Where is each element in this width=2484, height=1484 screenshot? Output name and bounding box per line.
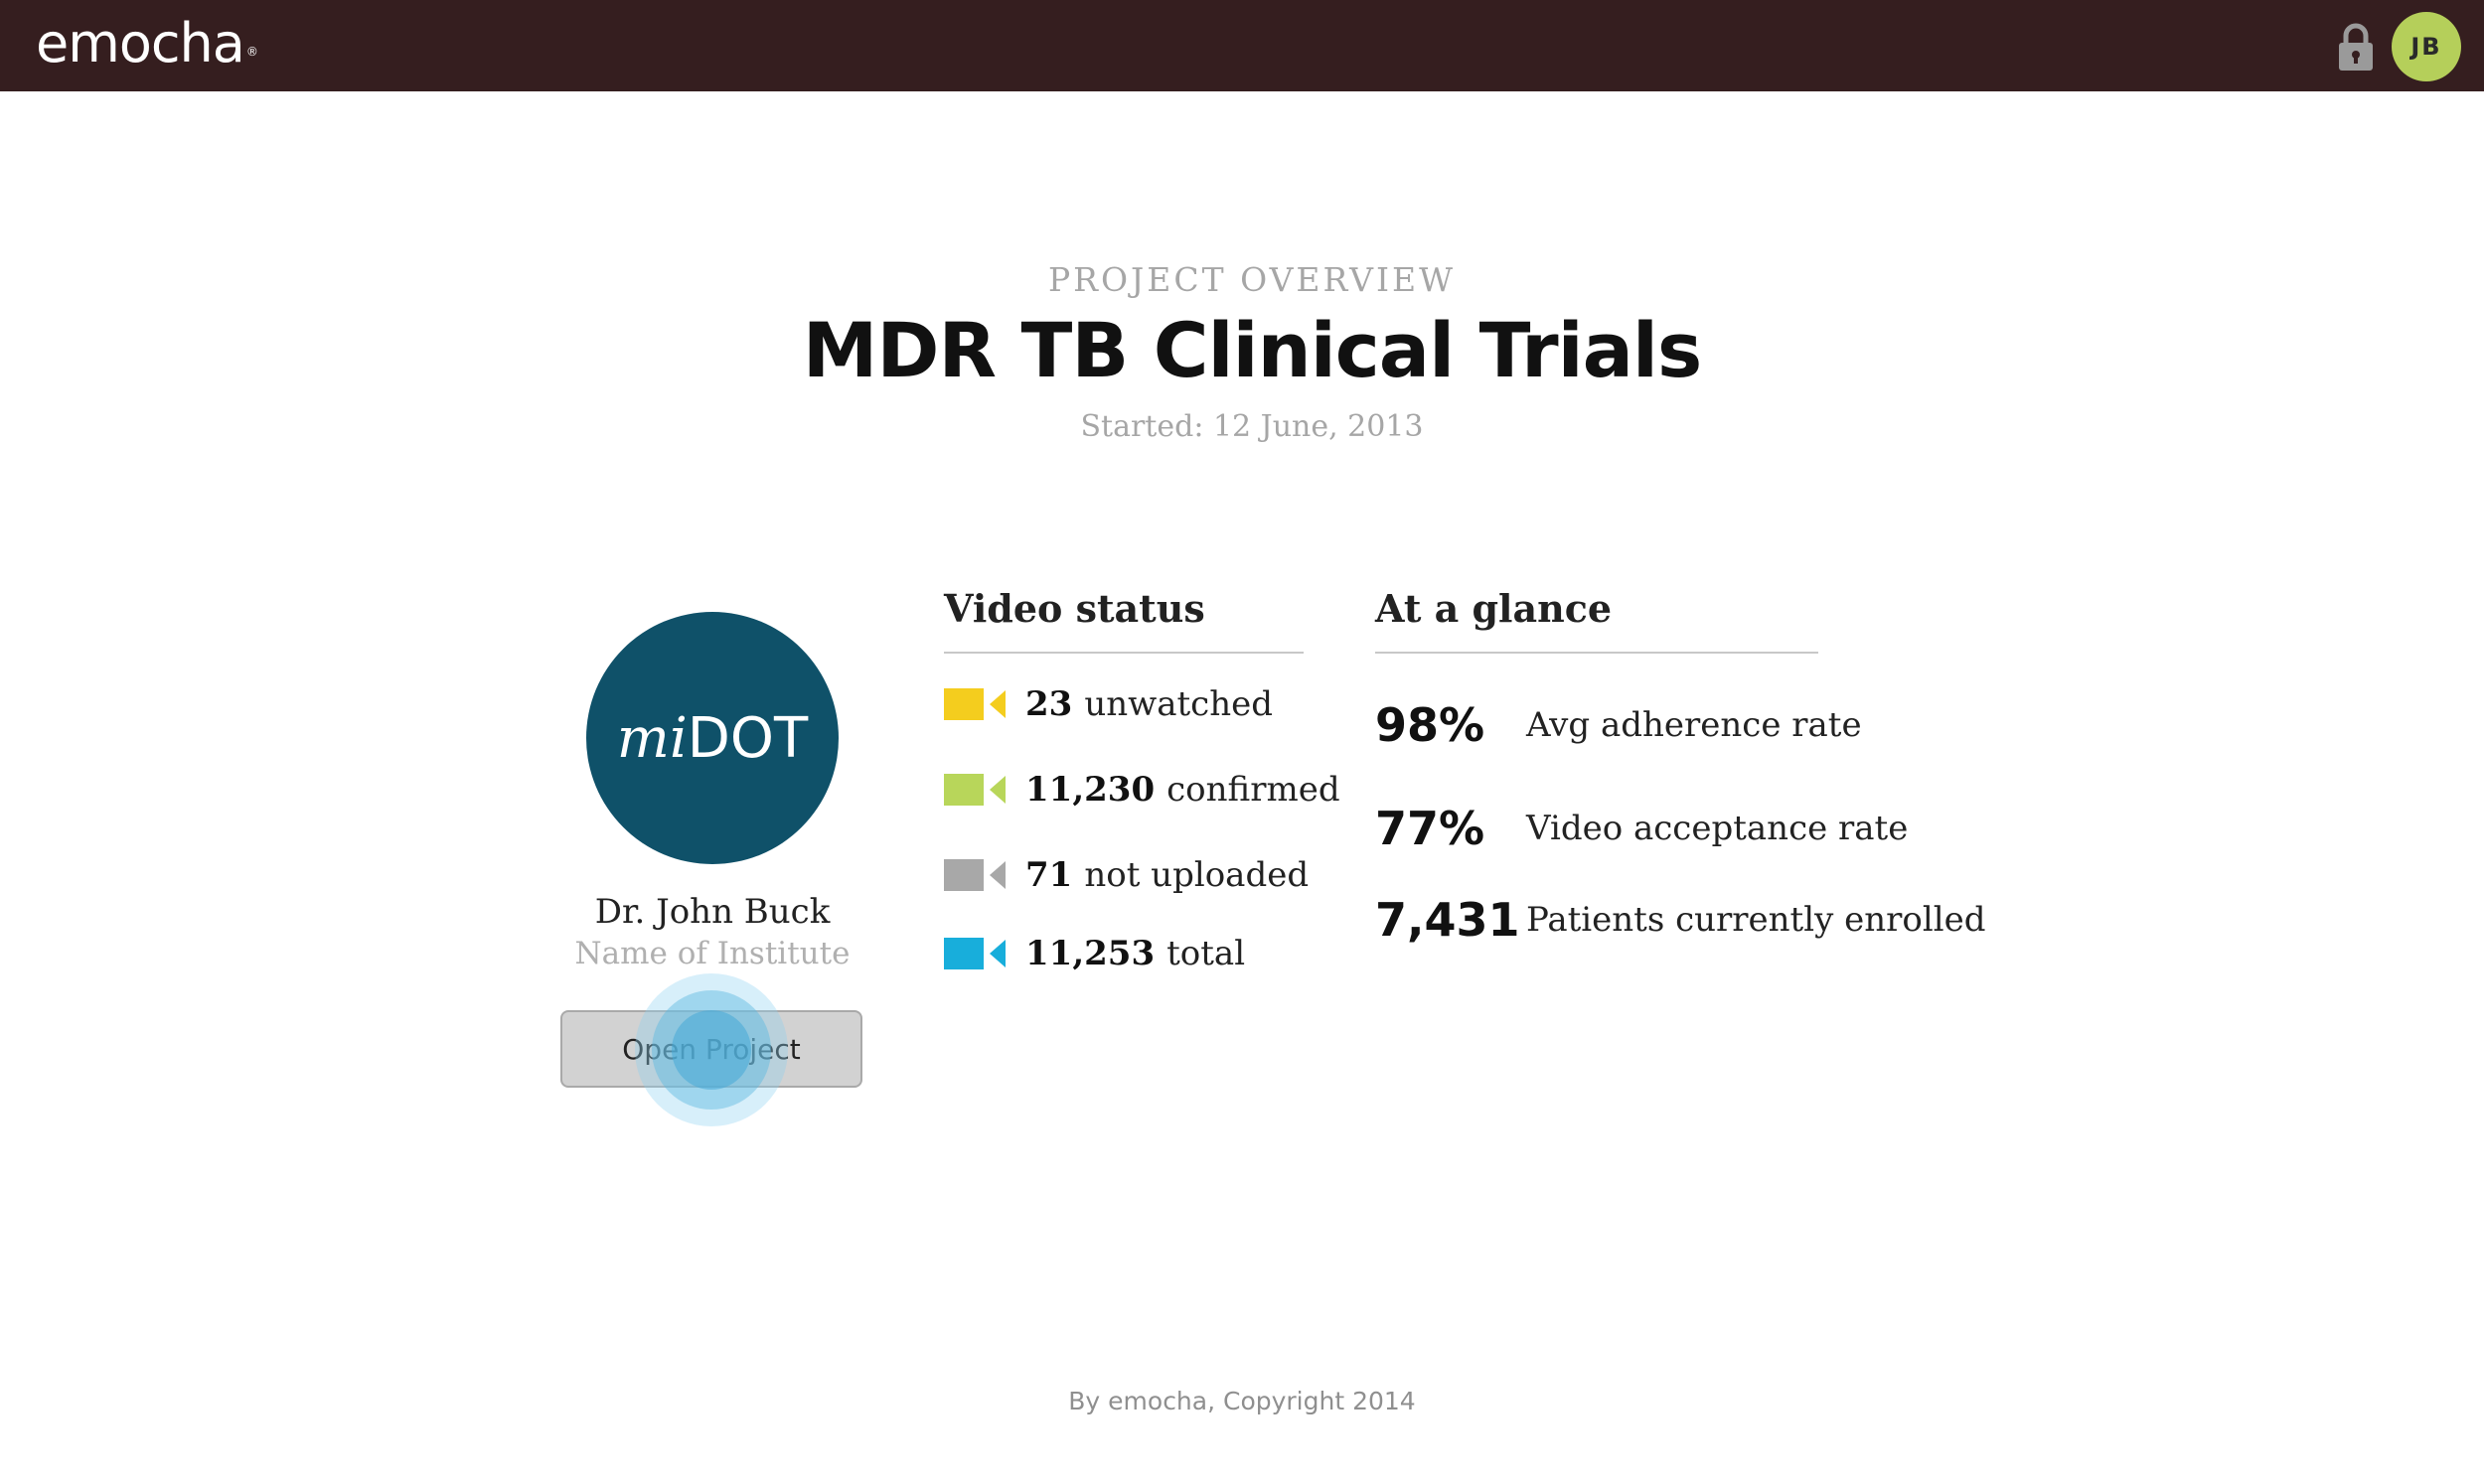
video-status-heading: Video status [944, 586, 1205, 631]
status-label: unwatched [1084, 684, 1273, 724]
project-owner: Dr. John Buck [594, 892, 831, 932]
glance-row: 7,431 Patients currently enrolled [1375, 890, 1986, 950]
video-camera-icon [944, 938, 1006, 969]
glance-row: 98% Avg adherence rate [1375, 695, 1862, 755]
page-eyebrow: PROJECT OVERVIEW [1047, 260, 1457, 299]
registered-mark: ® [245, 45, 258, 59]
at-a-glance-heading: At a glance [1375, 586, 1613, 631]
status-count: 11,253 [1025, 934, 1156, 973]
video-camera-icon [944, 859, 1006, 891]
glance-value: 77% [1375, 802, 1485, 855]
video-status-row: 71 not uploaded [944, 850, 1309, 900]
logo-suffix: DOT [687, 705, 809, 771]
top-bar: emocha ® JB [0, 0, 2484, 91]
status-label: total [1166, 934, 1246, 973]
glance-value: 98% [1375, 698, 1485, 752]
at-a-glance-divider [1375, 652, 1818, 654]
glance-value: 7,431 [1375, 893, 1520, 947]
glance-label: Patients currently enrolled [1526, 900, 1986, 940]
open-project-label: Open Project [622, 1032, 801, 1066]
glance-row: 77% Video acceptance rate [1375, 799, 1908, 858]
status-count: 71 [1025, 855, 1073, 895]
emocha-logo[interactable]: emocha ® [36, 12, 258, 74]
status-count: 23 [1025, 684, 1073, 724]
video-status-divider [944, 652, 1304, 654]
video-status-row: 23 unwatched [944, 679, 1273, 729]
status-label: confirmed [1166, 770, 1340, 810]
video-status-row: 11,230 confirmed [944, 765, 1340, 815]
status-count: 11,230 [1025, 770, 1156, 810]
midot-logo: mi DOT [586, 612, 839, 864]
page-title: MDR TB Clinical Trials [802, 306, 1702, 394]
video-camera-icon [944, 688, 1006, 720]
glance-label: Video acceptance rate [1526, 809, 1909, 848]
glance-label: Avg adherence rate [1526, 705, 1862, 745]
avatar-initials: JB [2410, 33, 2442, 61]
open-project-button[interactable]: Open Project [560, 1010, 862, 1088]
logo-prefix: mi [616, 705, 688, 771]
status-label: not uploaded [1084, 855, 1310, 895]
institute-name: Name of Institute [574, 936, 851, 971]
video-status-row: 11,253 total [944, 929, 1245, 978]
video-camera-icon [944, 774, 1006, 806]
user-avatar[interactable]: JB [2392, 12, 2461, 81]
project-start-date: Started: 12 June, 2013 [1080, 409, 1424, 444]
logo-text: emocha [36, 12, 245, 74]
footer-copyright: By emocha, Copyright 2014 [1068, 1387, 1416, 1415]
lock-icon[interactable] [2337, 22, 2375, 72]
